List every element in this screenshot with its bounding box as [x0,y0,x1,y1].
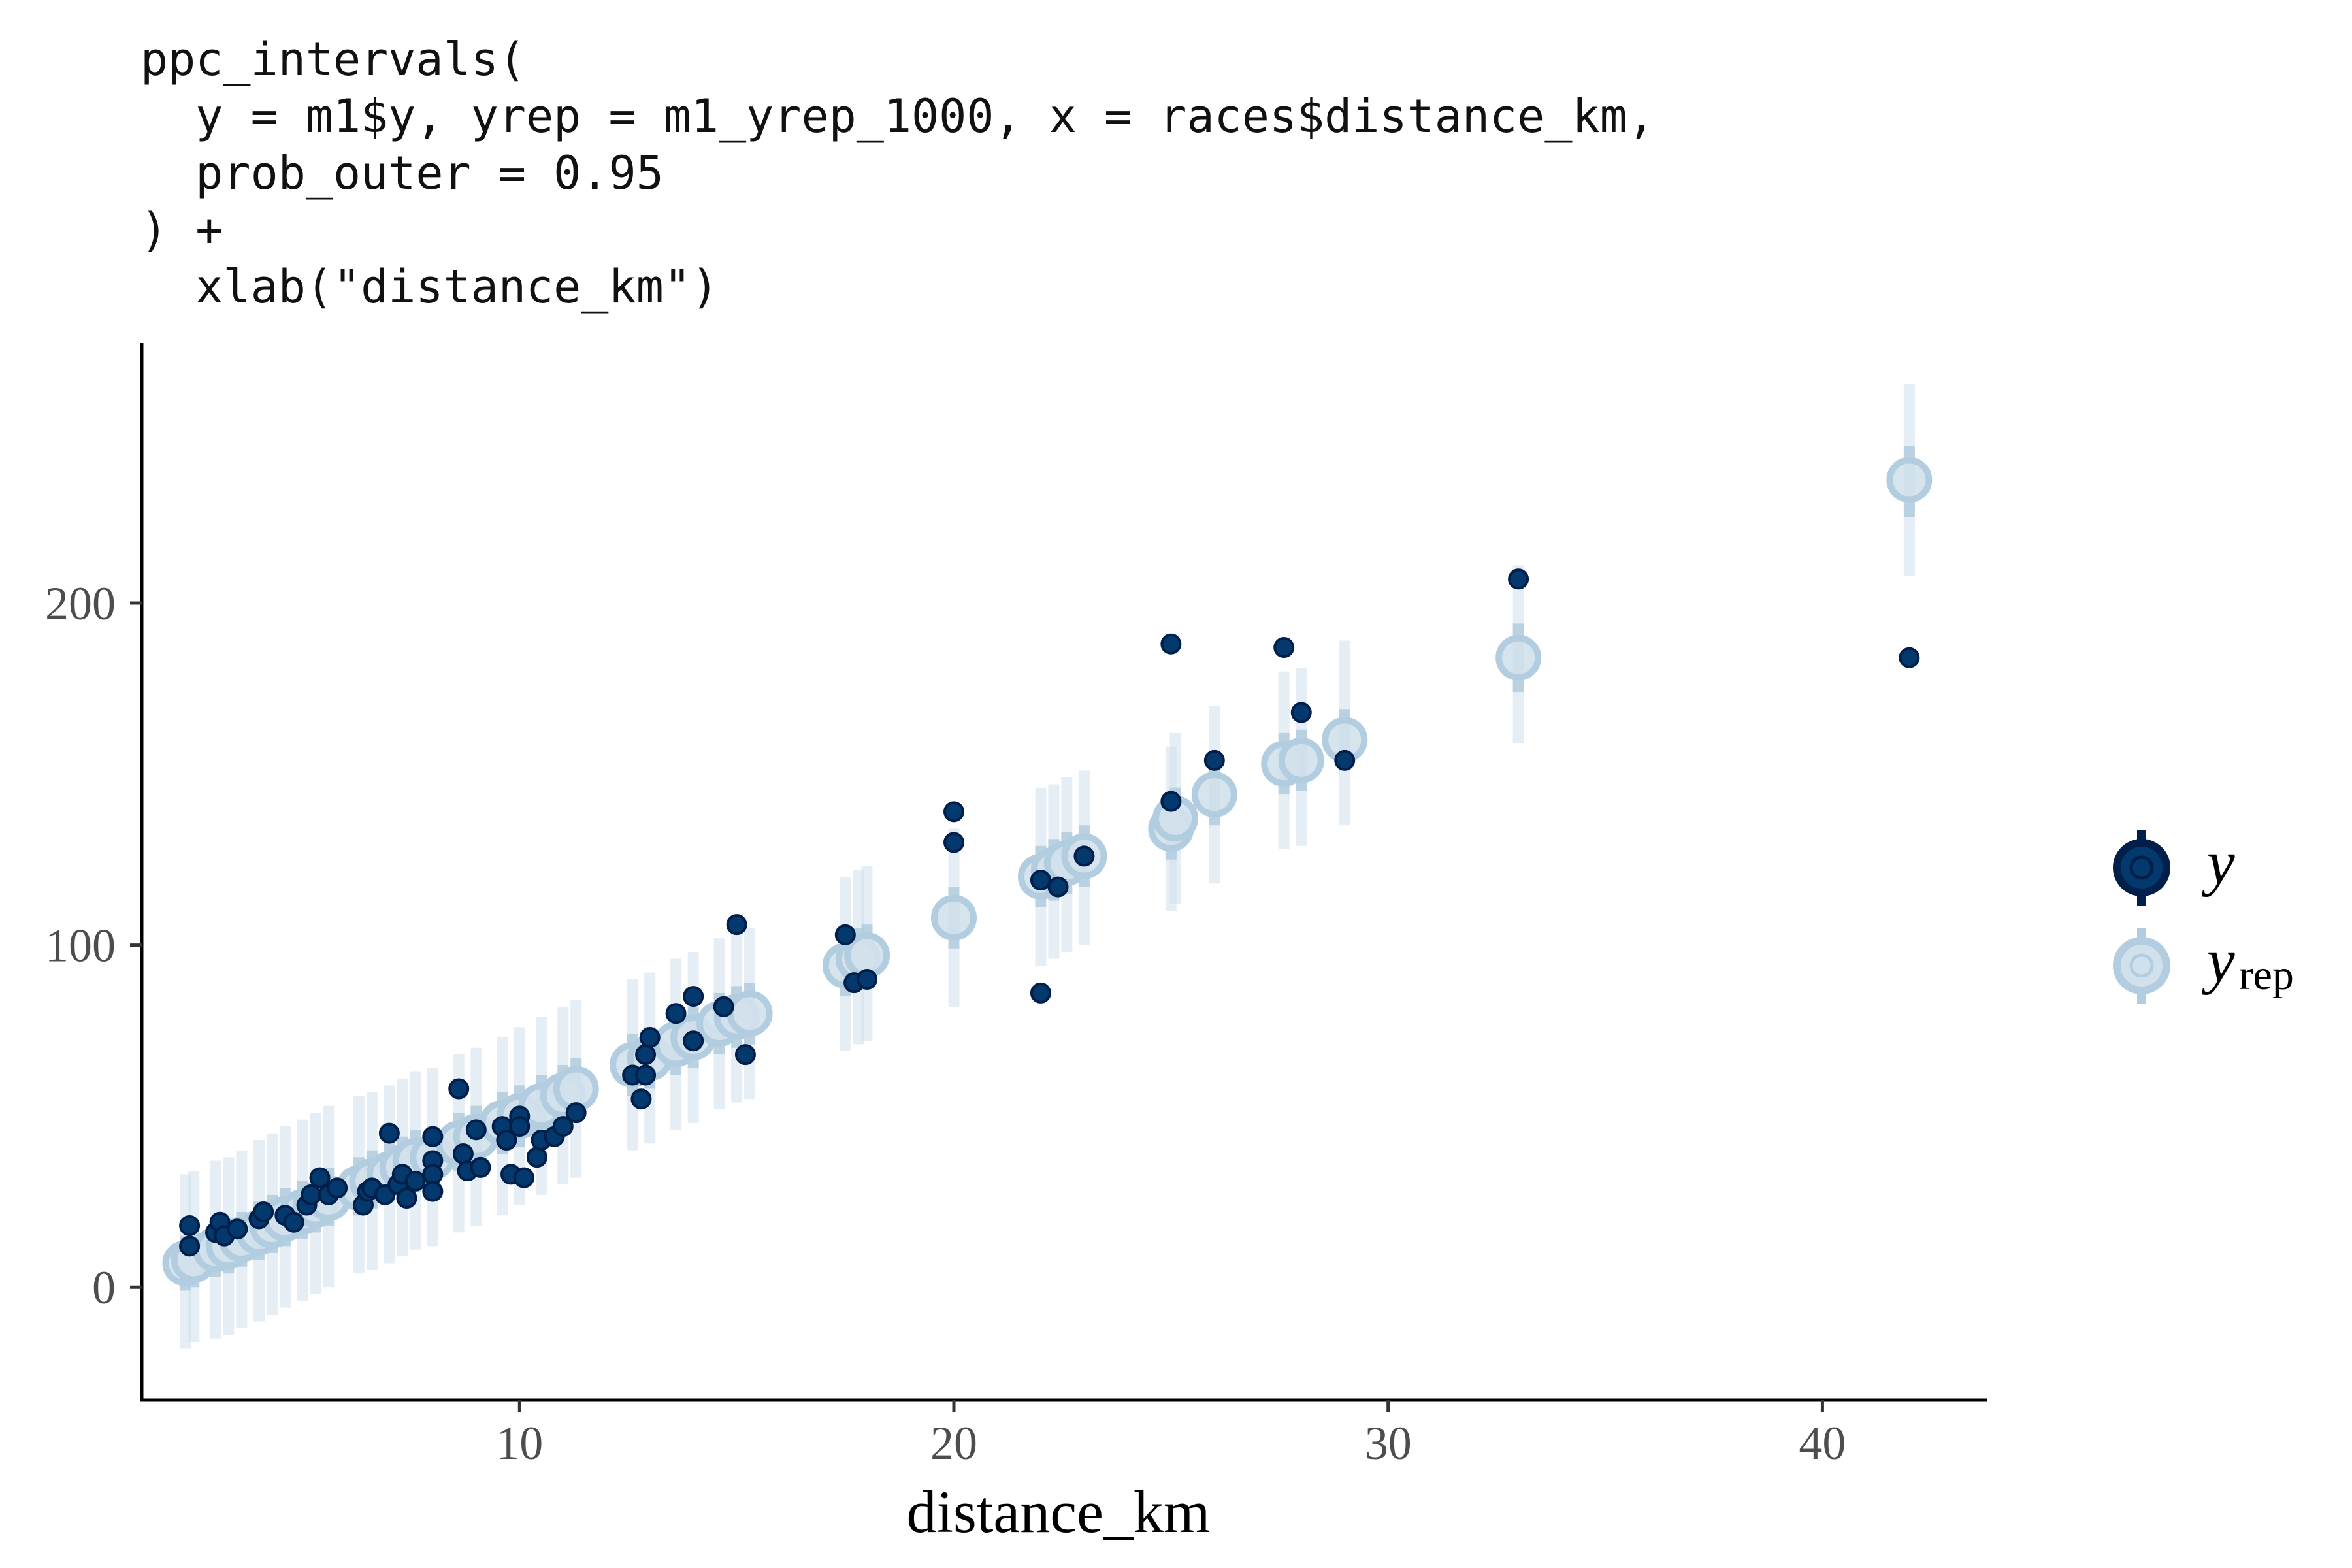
y-data-point [726,914,747,936]
y-data-point [465,1119,487,1141]
y-data-point [565,1102,587,1124]
x-tick-label: 30 [1365,1417,1412,1469]
y-data-point [943,832,964,853]
y-data-point [1508,568,1529,590]
code-block: ppc_intervals( y = m1$y, yrep = m1_yrep_… [140,31,1655,316]
x-axis-title: distance_km [907,1478,1211,1545]
legend-label-yrep: yrep [2201,925,2294,999]
y-data-point [1290,702,1312,723]
y-data-point [422,1126,444,1147]
y-tick-label: 0 [92,1262,116,1314]
y-data-point [734,1044,756,1066]
yrep-median-point [1495,634,1542,681]
y-data-point [630,1088,652,1110]
axes: 0 100 200 10 20 30 40 [45,343,1987,1469]
legend-key-y-outer [2113,839,2170,896]
x-tick-label: 10 [496,1417,543,1469]
y-data-point [452,1143,474,1164]
yrep-median-point [727,990,773,1037]
x-tick-label: 20 [930,1417,977,1469]
code-line: ) + [140,203,223,257]
y-points [179,568,1920,1257]
y-data-point [1273,637,1295,659]
y-data-point [509,1116,531,1137]
yrep-median-point [1278,737,1324,783]
y-data-point [1030,870,1051,891]
yrep-median-point [931,894,977,941]
y-data-point [943,801,964,823]
code-line: xlab("distance_km") [140,260,719,314]
y-data-point [857,968,878,990]
y-data-point [1899,647,1920,668]
y-data-point [179,1235,201,1257]
y-data-point [253,1201,274,1223]
y-data-point [713,996,734,1017]
y-data-point [1073,845,1095,867]
y-data-point [526,1147,547,1168]
y-tick-label: 100 [45,920,116,972]
y-data-point [635,1064,657,1086]
y-data-point [378,1122,400,1144]
y-data-point [1160,633,1182,655]
y-data-point [683,986,704,1007]
y-data-point [283,1211,304,1233]
y-data-point [496,1130,517,1151]
y-data-point [552,1116,574,1137]
y-data-point [396,1188,417,1209]
y-data-point [1334,749,1356,771]
y-data-point [1047,876,1069,898]
y-data-point [301,1184,322,1205]
legend-key-y-inner [2129,855,2154,880]
y-data-point [404,1170,426,1192]
y-data-point [1203,749,1225,771]
y-data-point [1030,982,1051,1004]
legend-key-yrep-inner [2129,953,2154,978]
legend-label-y: y [2201,827,2235,897]
y-data-point [635,1044,657,1066]
legend-key-yrep-outer [2113,937,2170,994]
y-data-point [227,1218,248,1240]
yrep-median-point [1886,457,1933,503]
y-data-point [513,1167,534,1188]
code-line: y = m1$y, yrep = m1_yrep_1000, x = races… [140,90,1655,143]
y-data-point [470,1156,491,1178]
yrep-median-point [1191,772,1237,818]
y-data-point [1160,791,1182,812]
y-data-point [639,1026,661,1048]
legend: y yrep [2113,827,2294,1004]
code-line: ppc_intervals( [140,33,527,86]
x-tick-label: 40 [1799,1417,1846,1469]
y-data-point [422,1181,444,1202]
y-data-point [683,1030,704,1052]
y-data-point [665,1003,687,1024]
y-data-point [834,924,856,945]
y-data-point [327,1177,348,1199]
legend-label-subscript: rep [2239,951,2294,999]
y-data-point [309,1167,331,1188]
y-tick-label: 200 [45,578,116,630]
y-data-point [422,1164,444,1185]
y-data-point [179,1215,201,1236]
code-line: prob_outer = 0.95 [140,146,664,200]
y-data-point [448,1078,470,1100]
